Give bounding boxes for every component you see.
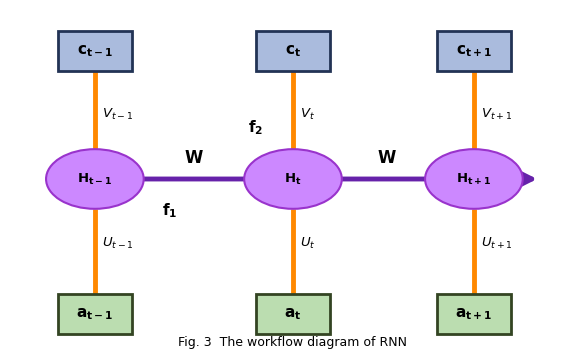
FancyBboxPatch shape [57,294,132,334]
Text: $\mathbf{c_t}$: $\mathbf{c_t}$ [285,43,301,59]
Text: $\mathbf{W}$: $\mathbf{W}$ [377,149,397,167]
FancyBboxPatch shape [437,31,511,71]
Text: $\mathbf{a_{t+1}}$: $\mathbf{a_{t+1}}$ [455,306,493,322]
Text: $\mathbf{H_{t-1}}$: $\mathbf{H_{t-1}}$ [77,171,113,187]
Text: $\mathbf{a_{t-1}}$: $\mathbf{a_{t-1}}$ [76,306,114,322]
Text: $\mathit{V_t}$: $\mathit{V_t}$ [301,107,315,122]
Text: $\mathbf{c_{t-1}}$: $\mathbf{c_{t-1}}$ [77,43,113,59]
Text: $\mathit{V_{t+1}}$: $\mathit{V_{t+1}}$ [481,107,512,122]
Text: $\mathbf{f_2}$: $\mathbf{f_2}$ [248,119,263,137]
Text: $\mathit{V_{t-1}}$: $\mathit{V_{t-1}}$ [103,107,134,122]
Text: $\mathbf{H_{t+1}}$: $\mathbf{H_{t+1}}$ [456,171,491,187]
Text: Fig. 3  The workflow diagram of RNN: Fig. 3 The workflow diagram of RNN [179,336,407,349]
FancyBboxPatch shape [255,31,331,71]
Text: $\mathbf{W}$: $\mathbf{W}$ [185,149,204,167]
FancyBboxPatch shape [437,294,511,334]
Text: $\mathbf{c_{t+1}}$: $\mathbf{c_{t+1}}$ [456,43,492,59]
Circle shape [46,149,144,209]
Text: $\mathit{U_{t-1}}$: $\mathit{U_{t-1}}$ [103,236,134,251]
Text: $\mathbf{H_t}$: $\mathbf{H_t}$ [284,171,302,187]
FancyBboxPatch shape [57,31,132,71]
Circle shape [425,149,523,209]
Text: $\mathit{U_t}$: $\mathit{U_t}$ [301,236,316,251]
Circle shape [244,149,342,209]
FancyBboxPatch shape [255,294,331,334]
Text: $\mathbf{f_1}$: $\mathbf{f_1}$ [162,201,177,220]
Text: $\mathbf{a_t}$: $\mathbf{a_t}$ [284,306,302,322]
Text: $\mathit{U_{t+1}}$: $\mathit{U_{t+1}}$ [481,236,513,251]
